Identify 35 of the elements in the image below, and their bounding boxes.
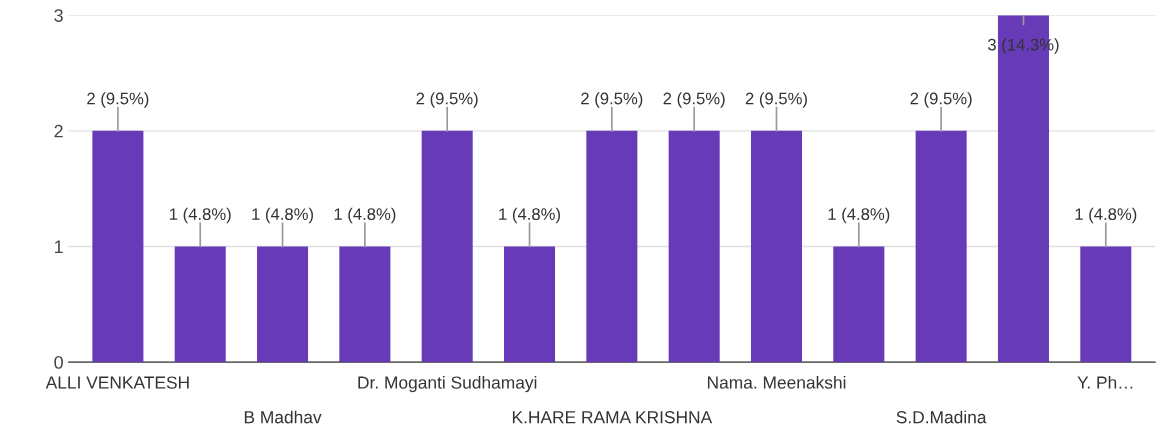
- bar: [504, 246, 556, 363]
- data-label: 2 (9.5%): [581, 92, 643, 108]
- x-tick-label: Y. Ph…: [1077, 375, 1133, 389]
- data-label: 1 (4.8%): [828, 207, 890, 224]
- bar: [174, 246, 226, 363]
- data-label: 1 (4.8%): [499, 207, 560, 224]
- bar: [257, 246, 309, 363]
- bar: [915, 130, 967, 363]
- x-tick-label: Nama. Meenakshi: [707, 375, 846, 389]
- y-tick-label: 0: [54, 356, 63, 369]
- data-label: 2 (9.5%): [87, 92, 149, 108]
- bar: [750, 130, 803, 363]
- bar: [339, 246, 391, 363]
- x-tick-label: S.D.Madina: [896, 410, 987, 424]
- bar: [421, 130, 473, 363]
- x-tick-label: Dr. Moganti Sudhamayi: [358, 375, 537, 393]
- x-tick-label: B Madhav: [244, 410, 322, 424]
- bar: [1080, 246, 1132, 363]
- data-label: 2 (9.5%): [416, 92, 478, 108]
- data-label: 1 (4.8%): [1075, 207, 1137, 224]
- data-label: 1 (4.8%): [334, 207, 396, 224]
- bar: [833, 246, 885, 363]
- data-label: 2 (9.5%): [745, 92, 807, 108]
- y-tick-label: 3: [54, 9, 63, 22]
- x-tick-label: ALLI VENKATESH: [45, 376, 189, 389]
- data-label: 1 (4.8%): [170, 207, 231, 224]
- bar: [668, 130, 720, 363]
- x-tick-label: K.HARE RAMA KRISHNA: [512, 411, 713, 424]
- data-label: 2 (9.5%): [663, 92, 725, 108]
- data-label: 2 (9.5%): [910, 92, 972, 108]
- data-label: 1 (4.8%): [252, 207, 314, 224]
- y-tick-label: 2: [54, 124, 63, 138]
- bar: [92, 130, 144, 363]
- bar: [586, 130, 638, 363]
- y-tick-label: 1: [54, 240, 63, 253]
